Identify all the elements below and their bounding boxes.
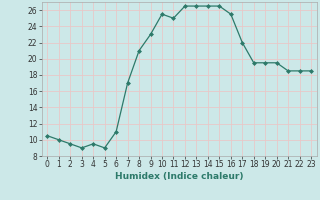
X-axis label: Humidex (Indice chaleur): Humidex (Indice chaleur) — [115, 172, 244, 181]
